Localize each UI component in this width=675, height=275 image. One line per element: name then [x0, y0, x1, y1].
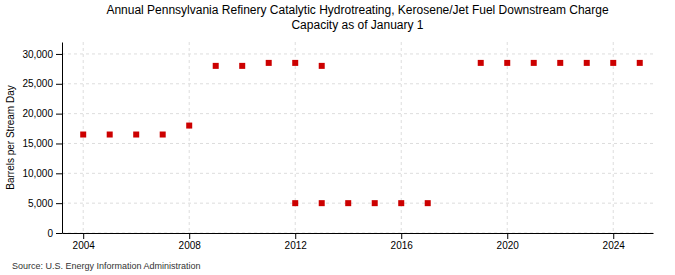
y-tick-label: 20,000 [22, 108, 53, 119]
y-tick: 10,000 [22, 168, 62, 179]
point [398, 200, 404, 206]
x-tick-mark [295, 233, 296, 239]
point [504, 60, 510, 66]
x-tick-mark [189, 233, 190, 239]
x-axis-line [63, 233, 654, 234]
y-axis-title: Barrels per Stream Day [5, 85, 16, 189]
point [80, 132, 86, 138]
point [584, 60, 590, 66]
point [160, 132, 166, 138]
x-tick-mark [401, 233, 402, 239]
point [372, 200, 378, 206]
chart: 2004 2008 2012 2016 2020 2024 0 5,000 10,000 15,0… [0, 0, 675, 275]
y-axis-line [62, 43, 63, 234]
grid-line-y [62, 233, 653, 234]
point [425, 200, 431, 206]
title-line: Capacity as of January 1 [291, 18, 423, 32]
y-tick-label: 0 [47, 228, 53, 239]
grid-line-y [62, 83, 653, 84]
point [610, 60, 616, 66]
x-tick-label: 2008 [179, 240, 202, 251]
y-tick-mark [56, 84, 62, 85]
y-tick-label: 5,000 [28, 198, 53, 209]
y-tick: 0 [47, 228, 62, 239]
grid-line-x [613, 42, 614, 233]
point [213, 63, 219, 69]
y-tick: 20,000 [22, 108, 62, 119]
y-tick: 15,000 [22, 138, 62, 149]
x-tick: 2016 [391, 233, 414, 251]
point [319, 200, 325, 206]
y-tick: 30,000 [22, 49, 62, 60]
points [80, 60, 643, 206]
y-axis: 0 5,000 10,000 15,000 20,000 25,000 30,000 [22, 43, 62, 239]
y-tick-label: 30,000 [22, 49, 53, 60]
title: Annual Pennsylvania Refinery Catalytic H… [106, 3, 609, 32]
annotation: Source: U.S. Energy Information Administ… [12, 261, 201, 271]
x-tick: 2008 [179, 233, 202, 251]
y-tick-mark [56, 203, 62, 204]
x-tick: 2012 [285, 233, 308, 251]
point [107, 132, 113, 138]
point [345, 200, 351, 206]
grid [62, 42, 653, 233]
point [319, 63, 325, 69]
x-tick-label: 2020 [497, 240, 520, 251]
x-tick-mark [83, 233, 84, 239]
point [637, 60, 643, 66]
grid-line-x [507, 42, 508, 233]
point [292, 60, 298, 66]
grid-line-y [62, 143, 653, 144]
x-tick: 2020 [497, 233, 520, 251]
y-tick-mark [56, 114, 62, 115]
grid-line-y [62, 173, 653, 174]
point [133, 132, 139, 138]
y-tick-label: 10,000 [22, 168, 53, 179]
y-tick: 5,000 [28, 198, 62, 209]
x-tick: 2024 [603, 233, 626, 251]
title-line: Annual Pennsylvania Refinery Catalytic H… [106, 3, 609, 17]
y-tick-mark [56, 54, 62, 55]
x-tick-label: 2004 [73, 240, 96, 251]
y-tick-label: 25,000 [22, 78, 53, 89]
x-tick-label: 2012 [285, 240, 308, 251]
x-tick: 2004 [73, 233, 96, 251]
y-tick-mark [56, 143, 62, 144]
point [478, 60, 484, 66]
y-tick-mark [56, 233, 62, 234]
point [186, 123, 192, 129]
grid-line-y [62, 113, 653, 114]
y-tick-label: 15,000 [22, 138, 53, 149]
grid-line-y [62, 203, 653, 204]
plot: 2004 2008 2012 2016 2020 2024 0 5,000 10,000 15,0… [22, 42, 653, 251]
x-axis: 2004 2008 2012 2016 2020 2024 [63, 233, 654, 251]
point [239, 63, 245, 69]
x-tick-label: 2024 [603, 240, 626, 251]
grid-line-x [189, 42, 190, 233]
x-tick-mark [507, 233, 508, 239]
x-tick-mark [613, 233, 614, 239]
x-tick-label: 2016 [391, 240, 414, 251]
point [557, 60, 563, 66]
grid-line-y [62, 53, 653, 54]
y-tick: 25,000 [22, 78, 62, 89]
point [531, 60, 537, 66]
point [292, 200, 298, 206]
y-tick-mark [56, 173, 62, 174]
point [266, 60, 272, 66]
